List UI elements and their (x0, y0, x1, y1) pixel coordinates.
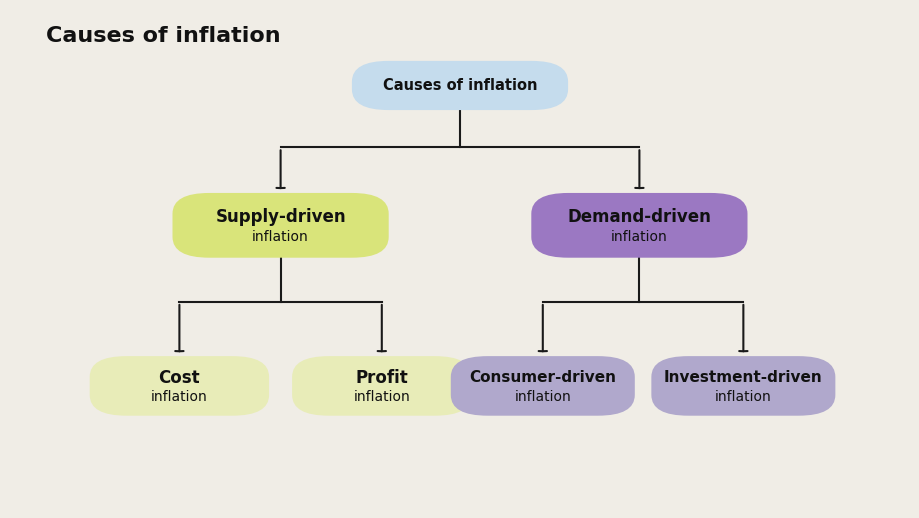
FancyBboxPatch shape (651, 356, 834, 415)
FancyBboxPatch shape (352, 61, 568, 110)
FancyBboxPatch shape (450, 356, 634, 415)
FancyBboxPatch shape (173, 193, 389, 258)
Text: Consumer-driven: Consumer-driven (469, 370, 616, 385)
Text: inflation: inflation (252, 229, 309, 244)
Text: inflation: inflation (514, 390, 571, 405)
Text: Demand-driven: Demand-driven (567, 208, 710, 226)
Text: Causes of inflation: Causes of inflation (382, 78, 537, 93)
Text: inflation: inflation (610, 229, 667, 244)
Text: Cost: Cost (158, 369, 200, 386)
Text: inflation: inflation (353, 390, 410, 405)
FancyBboxPatch shape (530, 193, 746, 258)
Text: inflation: inflation (714, 390, 771, 405)
Text: Causes of inflation: Causes of inflation (46, 26, 280, 46)
Text: Profit: Profit (355, 369, 408, 386)
FancyBboxPatch shape (292, 356, 471, 415)
Text: Investment-driven: Investment-driven (664, 370, 822, 385)
Text: Supply-driven: Supply-driven (215, 208, 346, 226)
Text: inflation: inflation (151, 390, 208, 405)
FancyBboxPatch shape (90, 356, 269, 415)
